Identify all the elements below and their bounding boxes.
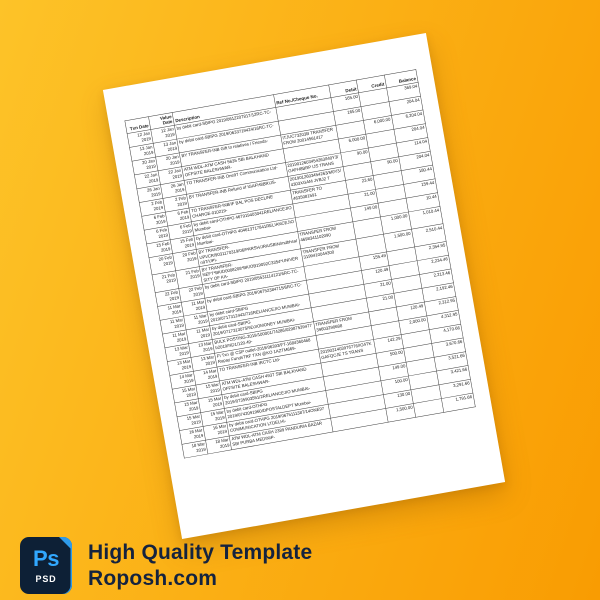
psd-format-label: PSD bbox=[35, 574, 57, 584]
cell-txn-date: 18 Mar 2019 bbox=[181, 440, 209, 459]
photoshop-file-icon: Ps PSD bbox=[20, 537, 72, 594]
paper-content: Txn Date Value Date Description Ref No./Che… bbox=[124, 69, 476, 459]
footer-text-block: High Quality Template Roposh.com bbox=[88, 540, 312, 592]
cell-value-date: 18 Mar 2019 bbox=[205, 435, 232, 454]
bank-statement-paper: Txn Date Value Date Description Ref No./Che… bbox=[102, 32, 506, 540]
ps-logo-text: Ps bbox=[33, 546, 59, 571]
statement-table: Txn Date Value Date Description Ref No./Che… bbox=[124, 69, 476, 459]
statement-table-body: 12 Jan 2019 12 Jan 2019 by debit card-SBIP… bbox=[127, 82, 476, 459]
footer-title: High Quality Template bbox=[88, 540, 313, 564]
footer-website: Roposh.com bbox=[88, 566, 218, 590]
branding-footer: Ps PSD High Quality Template Roposh.com bbox=[20, 537, 312, 594]
